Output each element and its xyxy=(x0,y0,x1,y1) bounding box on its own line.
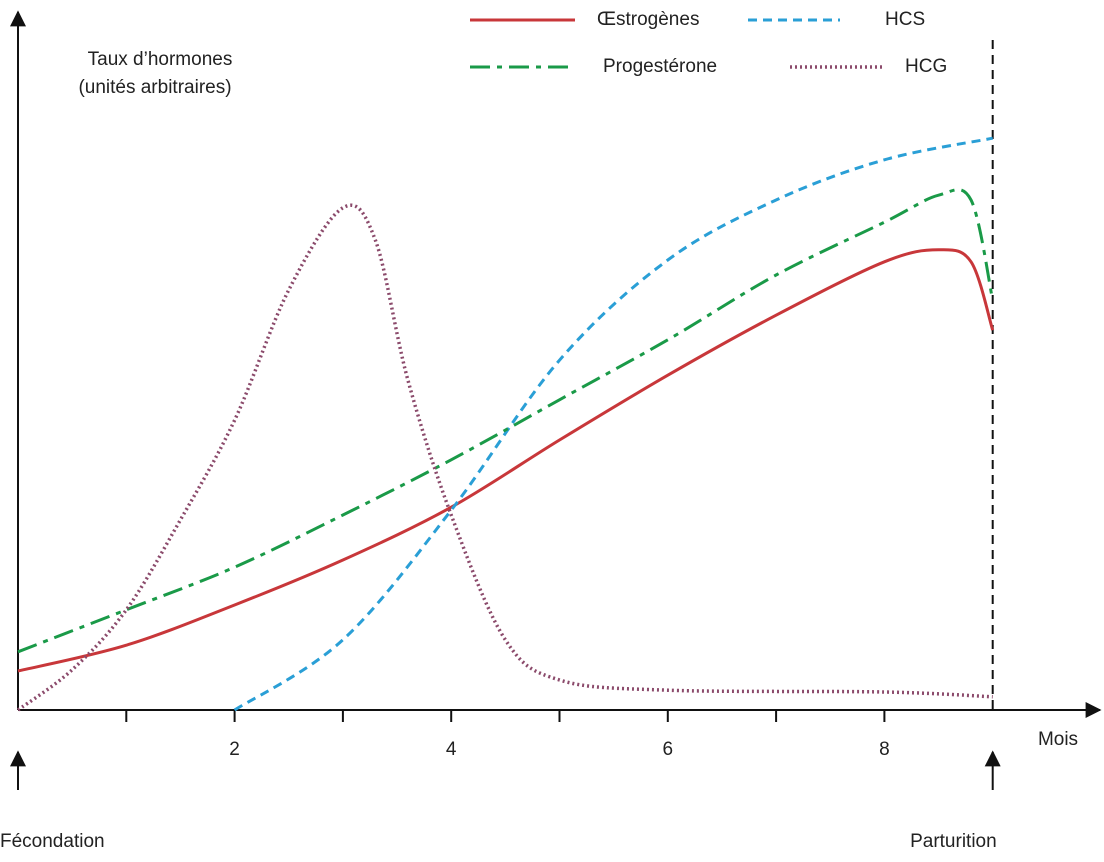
annotation-label: Fécondation xyxy=(0,831,105,852)
x-tick-label: 2 xyxy=(229,739,240,760)
annotation-label: Parturition xyxy=(910,831,997,852)
series-line xyxy=(17,248,995,673)
legend-label: Œstrogènes xyxy=(597,9,699,30)
x-tick-label: 6 xyxy=(663,739,674,760)
series-line xyxy=(16,203,993,712)
legend-label: Progestérone xyxy=(603,56,717,77)
x-tick-label: 4 xyxy=(446,739,457,760)
y-label: Taux d’hormones xyxy=(88,49,233,70)
x-label: Mois xyxy=(1038,729,1078,750)
legend-label: HCS xyxy=(885,9,925,30)
legend-label: HCG xyxy=(905,56,947,77)
y-label: (unités arbitraires) xyxy=(78,77,231,98)
x-tick-label: 8 xyxy=(879,739,890,760)
series-line xyxy=(233,136,993,712)
series-line xyxy=(17,188,995,654)
